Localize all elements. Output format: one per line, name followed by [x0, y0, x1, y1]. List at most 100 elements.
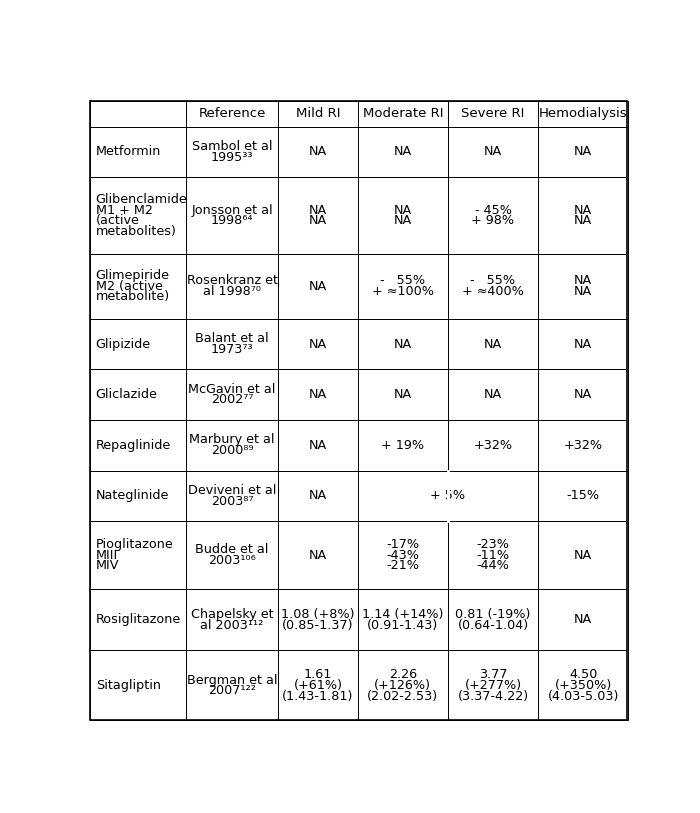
- Bar: [90, 521, 186, 589]
- Text: + 98%: + 98%: [472, 215, 514, 228]
- Text: 1998⁶⁴: 1998⁶⁴: [211, 215, 253, 228]
- Text: NA: NA: [309, 215, 327, 228]
- Bar: [278, 254, 358, 319]
- Text: NA: NA: [309, 280, 327, 293]
- Bar: [186, 177, 278, 254]
- Text: (0.85-1.37): (0.85-1.37): [282, 619, 354, 632]
- Text: + 19%: + 19%: [382, 439, 424, 452]
- Text: 1.61: 1.61: [304, 668, 332, 681]
- Text: (4.03-5.03): (4.03-5.03): [547, 689, 619, 702]
- Text: Rosenkranz et: Rosenkranz et: [186, 275, 277, 288]
- Bar: [448, 589, 538, 650]
- Bar: [186, 471, 278, 521]
- Text: (+61%): (+61%): [293, 679, 342, 692]
- Text: Hemodialysis: Hemodialysis: [539, 107, 628, 120]
- Bar: [90, 471, 186, 521]
- Text: 2003⁸⁷: 2003⁸⁷: [211, 495, 253, 507]
- Text: Gliclazide: Gliclazide: [96, 388, 158, 401]
- Text: Sitagliptin: Sitagliptin: [96, 679, 160, 692]
- Bar: [358, 127, 448, 177]
- Bar: [278, 369, 358, 420]
- Text: NA: NA: [309, 489, 327, 502]
- Text: +32%: +32%: [564, 439, 603, 452]
- Bar: [538, 589, 629, 650]
- Text: metabolite): metabolite): [96, 290, 170, 303]
- Bar: [186, 319, 278, 369]
- Bar: [448, 177, 538, 254]
- Text: -   55%: - 55%: [380, 275, 426, 288]
- Bar: [278, 650, 358, 720]
- Bar: [278, 177, 358, 254]
- Text: Deviveni et al: Deviveni et al: [188, 484, 276, 497]
- Text: NA: NA: [393, 215, 412, 228]
- Text: Rosiglitazone: Rosiglitazone: [96, 613, 181, 626]
- Bar: [278, 127, 358, 177]
- Text: Severe RI: Severe RI: [461, 107, 525, 120]
- Text: -21%: -21%: [386, 559, 419, 572]
- Bar: [448, 319, 538, 369]
- Bar: [358, 471, 448, 521]
- Bar: [90, 254, 186, 319]
- Text: M2 (active: M2 (active: [96, 280, 162, 293]
- Bar: [278, 589, 358, 650]
- Text: -23%: -23%: [477, 538, 510, 551]
- Bar: [358, 319, 448, 369]
- Bar: [538, 650, 629, 720]
- Bar: [90, 319, 186, 369]
- Bar: [538, 319, 629, 369]
- Text: Nateglinide: Nateglinide: [96, 489, 169, 502]
- Bar: [186, 254, 278, 319]
- Text: M1 + M2: M1 + M2: [96, 204, 153, 217]
- Bar: [358, 589, 448, 650]
- Bar: [90, 177, 186, 254]
- Bar: [186, 420, 278, 471]
- Text: (1.43-1.81): (1.43-1.81): [282, 689, 354, 702]
- Text: 2002⁷⁷: 2002⁷⁷: [211, 393, 253, 406]
- Text: Pioglitazone: Pioglitazone: [96, 538, 174, 551]
- Bar: [358, 650, 448, 720]
- Text: 0.81 (-19%): 0.81 (-19%): [455, 608, 531, 621]
- Text: McGavin et al: McGavin et al: [188, 383, 276, 396]
- Bar: [186, 127, 278, 177]
- Bar: [186, 521, 278, 589]
- Bar: [538, 177, 629, 254]
- Bar: [538, 369, 629, 420]
- Bar: [358, 369, 448, 420]
- Text: Chapelsky et: Chapelsky et: [190, 608, 273, 621]
- Text: Marbury et al: Marbury et al: [189, 433, 275, 446]
- Bar: [186, 650, 278, 720]
- Text: NA: NA: [484, 146, 502, 159]
- Text: MIV: MIV: [96, 559, 119, 572]
- Text: NA: NA: [484, 388, 502, 401]
- Text: +32%: +32%: [473, 439, 512, 452]
- Text: 2.26: 2.26: [389, 668, 417, 681]
- Bar: [358, 101, 448, 127]
- Bar: [186, 101, 278, 127]
- Text: -11%: -11%: [477, 549, 510, 562]
- Bar: [90, 650, 186, 720]
- Bar: [278, 471, 358, 521]
- Text: 3.77: 3.77: [479, 668, 507, 681]
- Text: (+126%): (+126%): [374, 679, 431, 692]
- Bar: [278, 319, 358, 369]
- Bar: [448, 471, 538, 521]
- Text: NA: NA: [309, 204, 327, 217]
- Text: NA: NA: [574, 337, 592, 350]
- Text: + 5%: + 5%: [430, 489, 466, 502]
- Bar: [358, 177, 448, 254]
- Bar: [538, 521, 629, 589]
- Bar: [278, 420, 358, 471]
- Text: NA: NA: [574, 388, 592, 401]
- Text: 1973⁷³: 1973⁷³: [211, 343, 253, 356]
- Text: (+277%): (+277%): [465, 679, 522, 692]
- Text: NA: NA: [309, 439, 327, 452]
- Bar: [278, 521, 358, 589]
- Text: 2000⁸⁹: 2000⁸⁹: [211, 444, 253, 457]
- Text: Mild RI: Mild RI: [295, 107, 340, 120]
- Text: (3.37-4.22): (3.37-4.22): [458, 689, 528, 702]
- Text: (+350%): (+350%): [554, 679, 612, 692]
- Bar: [448, 254, 538, 319]
- Bar: [538, 420, 629, 471]
- Text: NA: NA: [574, 146, 592, 159]
- Text: Glibenclamide: Glibenclamide: [96, 193, 188, 207]
